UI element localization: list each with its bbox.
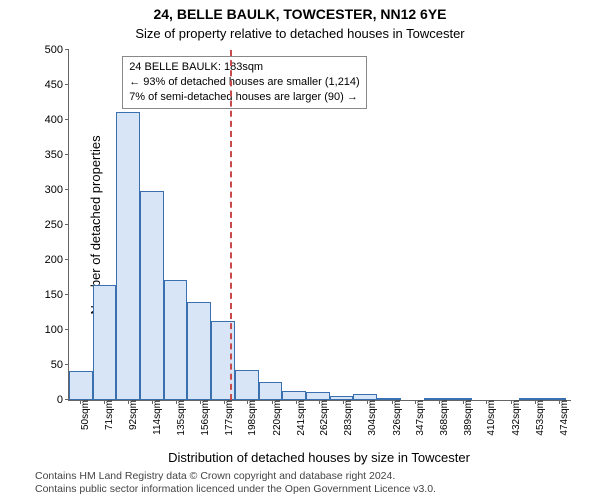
y-tick-label: 500 <box>45 44 69 56</box>
y-tick-label: 450 <box>45 79 69 91</box>
x-tick-label: 50sqm <box>78 400 91 430</box>
histogram-bar <box>353 394 377 400</box>
x-tick-label: 410sqm <box>484 400 497 436</box>
footer-line: Contains public sector information licen… <box>35 483 436 496</box>
histogram-bar <box>424 398 448 400</box>
x-tick-label: 114sqm <box>150 400 163 435</box>
x-tick-label: 177sqm <box>222 400 235 436</box>
annotation-line: 7% of semi-detached houses are larger (9… <box>129 90 360 105</box>
x-tick-label: 283sqm <box>341 400 354 436</box>
x-tick-label: 368sqm <box>437 400 450 436</box>
x-tick-label: 71sqm <box>102 400 115 430</box>
histogram-bar <box>282 391 306 400</box>
histogram-bar <box>259 382 283 400</box>
x-axis-label: Distribution of detached houses by size … <box>68 450 570 465</box>
y-tick-mark <box>65 154 69 155</box>
plot-area: 24 BELLE BAULK: 183sqm ← 93% of detached… <box>68 50 571 401</box>
histogram-bar <box>543 398 567 400</box>
annotation-line: 24 BELLE BAULK: 183sqm <box>129 60 360 75</box>
y-tick-label: 300 <box>45 184 69 196</box>
x-tick-label: 92sqm <box>126 400 139 430</box>
footer-attribution: Contains HM Land Registry data © Crown c… <box>35 470 436 496</box>
y-tick-mark <box>65 294 69 295</box>
x-tick-label: 241sqm <box>294 400 307 436</box>
x-tick-label: 389sqm <box>461 400 474 436</box>
histogram-bar <box>93 285 117 401</box>
histogram-bar <box>187 302 211 400</box>
x-tick-label: 304sqm <box>365 400 378 436</box>
y-tick-mark <box>65 189 69 190</box>
chart-title: 24, BELLE BAULK, TOWCESTER, NN12 6YE <box>0 6 600 22</box>
x-tick-label: 220sqm <box>270 400 283 436</box>
y-tick-mark <box>65 224 69 225</box>
x-tick-label: 135sqm <box>174 400 187 436</box>
x-tick-label: 198sqm <box>245 400 258 436</box>
y-tick-mark <box>65 364 69 365</box>
annotation-line: ← 93% of detached houses are smaller (1,… <box>129 75 360 90</box>
chart-container: 24, BELLE BAULK, TOWCESTER, NN12 6YE Siz… <box>0 0 600 500</box>
y-tick-mark <box>65 49 69 50</box>
y-tick-label: 400 <box>45 114 69 126</box>
y-tick-label: 350 <box>45 149 69 161</box>
y-tick-label: 250 <box>45 219 69 231</box>
x-tick-label: 453sqm <box>533 400 546 436</box>
x-tick-label: 432sqm <box>509 400 522 436</box>
x-tick-label: 474sqm <box>557 400 570 436</box>
histogram-bar <box>448 398 472 400</box>
x-tick-label: 326sqm <box>390 400 403 436</box>
y-tick-label: 200 <box>45 254 69 266</box>
y-tick-mark <box>65 329 69 330</box>
histogram-bar <box>377 398 401 400</box>
y-tick-mark <box>65 119 69 120</box>
histogram-bar <box>306 392 330 400</box>
footer-line: Contains HM Land Registry data © Crown c… <box>35 470 436 483</box>
x-tick-label: 347sqm <box>413 400 426 436</box>
histogram-bar <box>69 371 93 400</box>
histogram-bar <box>330 396 354 400</box>
y-tick-label: 0 <box>57 394 69 406</box>
y-tick-label: 50 <box>51 359 69 371</box>
x-tick-label: 156sqm <box>198 400 211 436</box>
y-tick-label: 100 <box>45 324 69 336</box>
chart-subtitle: Size of property relative to detached ho… <box>0 26 600 41</box>
histogram-bar <box>140 191 164 400</box>
y-tick-mark <box>65 259 69 260</box>
y-tick-mark <box>65 84 69 85</box>
y-tick-label: 150 <box>45 289 69 301</box>
property-marker-line <box>230 50 232 400</box>
histogram-bar <box>235 370 259 400</box>
histogram-bar <box>116 112 140 400</box>
histogram-bar <box>164 280 188 400</box>
x-tick-label: 262sqm <box>317 400 330 436</box>
annotation-box: 24 BELLE BAULK: 183sqm ← 93% of detached… <box>122 56 367 109</box>
histogram-bar <box>519 398 543 400</box>
